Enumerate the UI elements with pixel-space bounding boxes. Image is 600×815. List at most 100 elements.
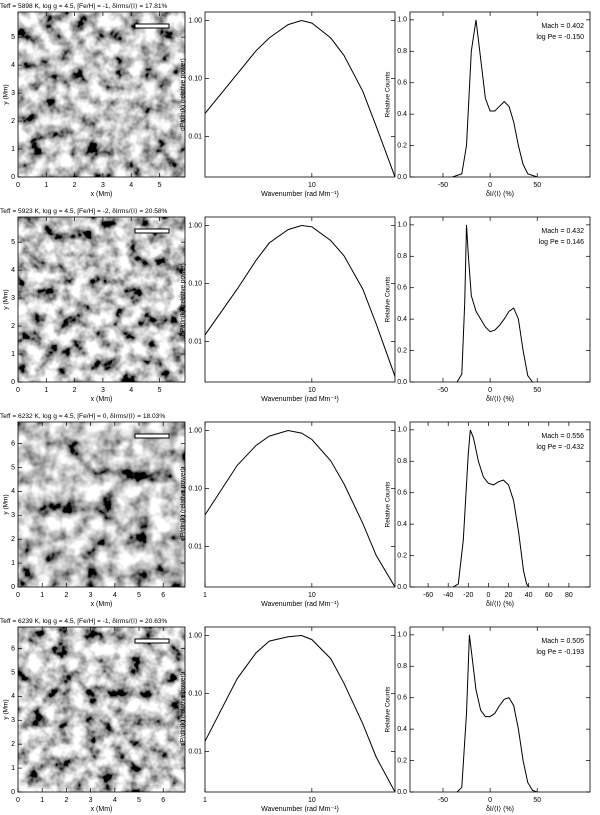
y-axis-label: dP/dln(k) (relative power) — [180, 263, 187, 336]
y-tick-label: 0.2 — [397, 347, 407, 354]
x-tick-label: 3 — [101, 387, 105, 394]
y-axis-label: Relative Counts — [385, 481, 392, 528]
panel: Teff = 6239 K, log g = 4.5, [Fe/H] = -1,… — [0, 617, 186, 813]
panel-title: Teff = 5898 K, log g = 4.5, [Fe/H] = -1,… — [0, 2, 168, 10]
y-tick-label: 2 — [11, 323, 15, 330]
x-tick-label: 10 — [308, 797, 316, 804]
y-tick-label: 0.8 — [397, 253, 407, 260]
x-axis-label: Wavenumber (rad Mm⁻¹) — [261, 396, 339, 403]
y-tick-label: 2 — [11, 118, 15, 125]
y-tick-label: 0.0 — [397, 789, 407, 796]
annotation: log Pe = -0.150 — [536, 34, 584, 41]
y-axis-label: Relative Counts — [385, 686, 392, 733]
y-tick-label: 0.01 — [188, 133, 202, 140]
x-axis-label: x (Mm) — [91, 191, 113, 198]
x-tick-label: 5 — [158, 387, 162, 394]
panel: Teff = 5923 K, log g = 4.5, [Fe/H] = -2,… — [0, 207, 186, 403]
y-tick-label: 1.0 — [397, 17, 407, 24]
y-tick-label: 0 — [11, 379, 15, 386]
y-tick-label: 0.6 — [397, 285, 407, 292]
x-tick-label: 0 — [16, 182, 20, 189]
x-tick-label: 5 — [158, 182, 162, 189]
x-tick-label: 40 — [525, 592, 533, 599]
granulation-image — [18, 217, 185, 382]
annotation: Mach = 0.402 — [541, 23, 584, 30]
x-tick-label: 0 — [16, 592, 20, 599]
x-tick-label: 1 — [203, 592, 207, 599]
y-tick-label: 0.10 — [188, 690, 202, 697]
panel: Teff = 5898 K, log g = 4.5, [Fe/H] = -1,… — [0, 2, 186, 198]
x-tick-label: 5 — [137, 592, 141, 599]
y-tick-label: 1.0 — [397, 632, 407, 639]
y-tick-label: 0.10 — [188, 485, 202, 492]
axes-frame — [17, 421, 186, 588]
panel: Mach = 0.556 log Pe = -0.432 -60 -40 -20 0 20 4… — [385, 421, 591, 608]
x-tick-label: 1 — [44, 182, 48, 189]
y-tick-label: 0.10 — [188, 75, 202, 82]
panel: Mach = 0.505 log Pe = -0.193 -50 0 50 0.0 0.2 0… — [385, 626, 591, 813]
x-axis-label: Wavenumber (rad Mm⁻¹) — [261, 191, 339, 198]
data-line — [452, 19, 538, 177]
x-tick-label: -50 — [438, 797, 448, 804]
x-tick-label: 60 — [545, 592, 553, 599]
x-tick-label: 0 — [16, 387, 20, 394]
y-tick-label: 0.0 — [397, 174, 407, 181]
y-tick-label: 3 — [11, 717, 15, 724]
panel-title: Teff = 5923 K, log g = 4.5, [Fe/H] = -2,… — [0, 207, 168, 215]
x-tick-label: 6 — [161, 592, 165, 599]
panel: 1 10 0.01 0.10 1.00 Wavenumber (rad Mm⁻¹) dP/d… — [180, 626, 396, 813]
y-tick-label: 0.0 — [397, 379, 407, 386]
granulation-image — [18, 627, 185, 792]
y-tick-label: 6 — [11, 440, 15, 447]
x-tick-label: 0 — [488, 182, 492, 189]
x-axis-label: x (Mm) — [91, 396, 113, 403]
axes-frame — [17, 216, 186, 383]
y-tick-label: 0.8 — [397, 663, 407, 670]
x-tick-label: 2 — [64, 592, 68, 599]
axes-frame — [204, 626, 396, 793]
x-tick-label: 3 — [89, 592, 93, 599]
x-tick-label: 4 — [129, 182, 133, 189]
data-line — [456, 634, 538, 792]
y-tick-label: 0.4 — [397, 316, 407, 323]
panel: 10 0.01 0.10 1.00 Wavenumber (rad Mm⁻¹) dP/dl… — [180, 11, 396, 198]
scale-bar — [134, 638, 170, 644]
data-line — [205, 224, 395, 377]
y-axis-label: y (Mm) — [3, 494, 10, 514]
axes-frame — [204, 11, 396, 178]
granulation-image — [18, 12, 185, 177]
x-tick-label: 0 — [488, 797, 492, 804]
panel: Teff = 6232 K, log g = 4.5, [Fe/H] = 0, … — [0, 412, 186, 608]
y-axis-label: y (Mm) — [3, 84, 10, 104]
axes-frame — [409, 11, 591, 178]
axes-frame — [204, 421, 396, 588]
axes-frame — [17, 11, 186, 178]
y-axis-label: Relative Counts — [385, 276, 392, 323]
x-tick-label: 4 — [113, 592, 117, 599]
x-tick-label: 0 — [486, 592, 490, 599]
y-axis-label: Relative Counts — [385, 71, 392, 118]
x-axis-label: δI/⟨I⟩ (%) — [486, 190, 514, 198]
x-tick-label: 2 — [64, 797, 68, 804]
axes-frame — [409, 421, 591, 588]
y-tick-label: 0.6 — [397, 80, 407, 87]
axes-frame — [409, 216, 591, 383]
y-tick-label: 0.6 — [397, 695, 407, 702]
panel: Mach = 0.432 log Pe = 0.146 -50 0 50 0.0 0.2 0.… — [385, 216, 591, 403]
panel: Mach = 0.402 log Pe = -0.150 -50 0 50 0.0 0.2 0… — [385, 11, 591, 198]
scale-bar — [134, 23, 170, 29]
axes-frame — [17, 626, 186, 793]
y-tick-label: 5 — [11, 669, 15, 676]
axes-frame — [409, 626, 591, 793]
x-tick-label: 10 — [308, 182, 316, 189]
annotation: Mach = 0.505 — [541, 638, 584, 645]
y-axis-label: y (Mm) — [3, 699, 10, 719]
y-tick-label: 0.01 — [188, 543, 202, 550]
y-tick-label: 5 — [11, 34, 15, 41]
x-axis-label: x (Mm) — [91, 601, 113, 608]
annotation: log Pe = 0.146 — [539, 239, 584, 246]
y-tick-label: 1.00 — [188, 632, 202, 639]
x-tick-label: -20 — [463, 592, 473, 599]
data-line — [205, 429, 395, 587]
y-tick-label: 0.4 — [397, 111, 407, 118]
